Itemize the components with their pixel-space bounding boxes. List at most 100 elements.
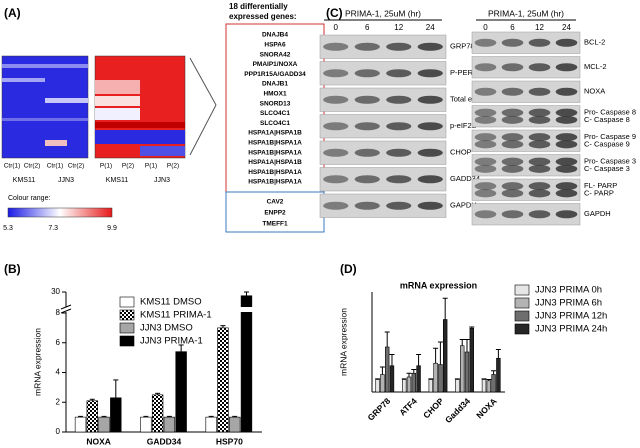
blot-strip bbox=[471, 154, 581, 177]
gene-name: HSPA1B|HSPA1A bbox=[248, 149, 302, 156]
blot-strip bbox=[319, 114, 447, 139]
blot-band bbox=[323, 122, 349, 131]
blot-band bbox=[323, 69, 349, 78]
blot-band bbox=[354, 122, 380, 131]
gene-name: ENPP2 bbox=[264, 210, 286, 217]
blot-strip bbox=[319, 34, 447, 59]
bar bbox=[481, 379, 487, 393]
blot-band bbox=[501, 133, 524, 142]
band-label: C- PARP bbox=[584, 188, 614, 197]
bar bbox=[229, 416, 241, 433]
legend-swatch bbox=[514, 297, 530, 309]
blot-band bbox=[474, 63, 497, 72]
gene-list-title: 18 differentially expressed genes: bbox=[229, 2, 297, 21]
band-label: C- Caspase 8 bbox=[584, 115, 630, 124]
y-tick-label: 0 bbox=[56, 427, 61, 436]
bar bbox=[455, 379, 460, 393]
bar bbox=[389, 365, 395, 393]
blot-band bbox=[474, 133, 497, 142]
blot-band bbox=[323, 95, 349, 104]
blot-band bbox=[386, 42, 412, 51]
gene-name: PPP1R15A/GADD34 bbox=[244, 71, 306, 78]
y-tick-label: 4 bbox=[56, 368, 61, 377]
column-label: Ctr(1) bbox=[4, 163, 21, 170]
blot-band bbox=[528, 87, 551, 96]
gene-name: SLCO4C1 bbox=[260, 110, 290, 117]
heatmap-control bbox=[1, 55, 89, 159]
blot-strip bbox=[319, 140, 447, 165]
blot-band bbox=[528, 189, 551, 198]
blot-band bbox=[474, 210, 497, 219]
x-tick-label: GRP78 bbox=[366, 396, 393, 423]
bar bbox=[140, 416, 152, 433]
blot-band bbox=[354, 201, 380, 210]
legend-label: JJN3 DMSO bbox=[140, 323, 193, 334]
blot-band bbox=[528, 133, 551, 142]
blot-band bbox=[528, 115, 551, 124]
gene-name: DNAJB4 bbox=[262, 32, 288, 39]
bar bbox=[240, 295, 253, 433]
legend-swatch bbox=[119, 309, 135, 321]
treatment-label: PRIMA-1, 25uM (hr) bbox=[345, 8, 421, 18]
blot-strip bbox=[319, 167, 447, 192]
x-tick-label: CHOP bbox=[421, 396, 446, 421]
gene-name: SLCO4C1 bbox=[260, 120, 290, 127]
band-label: p-eIF2a bbox=[450, 121, 477, 130]
band-label: P-PERK bbox=[450, 68, 478, 77]
blot-strip bbox=[319, 61, 447, 86]
blot-band bbox=[417, 148, 443, 157]
band-label: C- Caspase 3 bbox=[584, 164, 630, 173]
column-label: Ctr(1) bbox=[47, 163, 64, 170]
blot-band bbox=[474, 140, 497, 149]
gene-name: CAV2 bbox=[267, 199, 284, 206]
blot-band bbox=[474, 189, 497, 198]
gene-name: HSPA1B|HSPA1A bbox=[248, 179, 302, 186]
bar bbox=[411, 372, 416, 393]
blot-strip bbox=[319, 193, 447, 218]
bar bbox=[86, 400, 98, 433]
lane-label: 24 bbox=[426, 23, 435, 32]
band-label: MCL-2 bbox=[584, 62, 607, 71]
legend-label: JJN3 PRIMA-1 bbox=[140, 336, 203, 347]
gene-name: HSPA1A|HSPA1B bbox=[248, 159, 302, 166]
legend-label: KMS11 DMSO bbox=[140, 297, 202, 308]
legend-swatch bbox=[514, 310, 530, 322]
column-label: P(1) bbox=[100, 163, 112, 170]
blot-band bbox=[528, 182, 551, 191]
blot-strip bbox=[471, 203, 581, 226]
blot-band bbox=[555, 157, 578, 166]
gene-name: HSPA1B|HSPA1A bbox=[248, 140, 302, 147]
band-label: Pro- Caspase 9 bbox=[584, 132, 636, 141]
blot-band bbox=[501, 63, 524, 72]
legend-label: JJN3 PRIMA 24h bbox=[535, 324, 607, 335]
band-label: FL- PARP bbox=[584, 181, 617, 190]
bar bbox=[384, 346, 390, 393]
column-label: P(2) bbox=[167, 163, 179, 170]
column-label: P(2) bbox=[122, 163, 134, 170]
column-label: Ctr(2) bbox=[24, 163, 41, 170]
blot-band bbox=[528, 164, 551, 173]
blot-band bbox=[528, 108, 551, 117]
column-label: P(1) bbox=[145, 163, 157, 170]
bar bbox=[416, 365, 421, 393]
bar bbox=[217, 327, 229, 433]
lane-label: 0 bbox=[483, 23, 488, 32]
group-label: KMS11 bbox=[106, 177, 129, 184]
blot-band bbox=[555, 164, 578, 173]
colour-range-value: 7.3 bbox=[48, 225, 58, 232]
blot-band bbox=[417, 201, 443, 210]
bar bbox=[469, 327, 474, 393]
colour-scale bbox=[7, 207, 113, 218]
bar bbox=[460, 345, 465, 393]
x-tick-label: Gadd34 bbox=[443, 396, 472, 425]
blot-band bbox=[386, 122, 412, 131]
group-label: JJN3 bbox=[58, 177, 74, 184]
blot-band bbox=[417, 95, 443, 104]
blot-strip bbox=[471, 31, 581, 54]
legend-swatch bbox=[514, 284, 530, 296]
blot-band bbox=[354, 42, 380, 51]
blot-band bbox=[528, 210, 551, 219]
blot-band bbox=[354, 95, 380, 104]
gene-name: HSPA1A|HSPA1B bbox=[248, 130, 302, 137]
